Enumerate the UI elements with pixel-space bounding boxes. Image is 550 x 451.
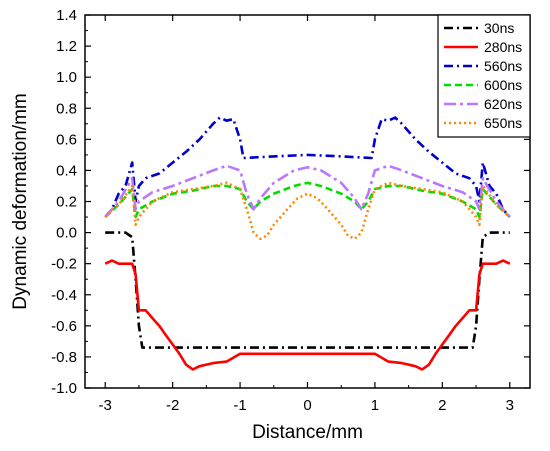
series-layer [104, 116, 511, 371]
x-tick-label: 0 [303, 397, 311, 414]
x-tick-label: -3 [99, 397, 112, 414]
y-axis-title: Dynamic deformation/mm [10, 93, 31, 309]
legend-label: 560ns [484, 58, 522, 74]
y-tick-label: -0.4 [51, 287, 77, 304]
series-line-280ns [104, 259, 511, 371]
x-axis-title: Distance/mm [252, 422, 363, 443]
y-tick-label: 0.0 [56, 225, 77, 242]
y-tick-label: 0.8 [56, 100, 77, 117]
y-tick-label: 1.0 [56, 69, 77, 86]
y-tick-label: -1.0 [51, 380, 77, 397]
y-tick-label: 1.2 [56, 38, 77, 55]
legend-label: 30ns [484, 20, 514, 36]
legend: 30ns 280ns 560ns 600ns 620ns 650ns [437, 14, 531, 138]
legend-label: 620ns [484, 96, 522, 112]
x-tick-label: -2 [166, 397, 179, 414]
legend-label: 650ns [484, 115, 522, 131]
y-tick-label: -0.8 [51, 349, 77, 366]
y-tick-label: -0.2 [51, 256, 77, 273]
series-line-560ns [104, 116, 511, 218]
legend-label: 600ns [484, 77, 522, 93]
series-line-650ns [104, 181, 511, 241]
x-tick-label: 1 [371, 397, 379, 414]
y-tick-label: -0.6 [51, 318, 77, 335]
x-tick-label: 2 [438, 397, 446, 414]
series-line-30ns [105, 231, 510, 349]
series-line-620ns [104, 164, 511, 218]
legend-label: 280ns [484, 39, 522, 55]
y-tick-label: 0.2 [56, 194, 77, 211]
y-tick-label: 0.6 [56, 131, 77, 148]
x-tick-label: 3 [506, 397, 514, 414]
series-line-600ns [104, 181, 511, 219]
y-tick-label: 0.4 [56, 162, 77, 179]
y-tick-label: 1.4 [56, 7, 77, 24]
legend-box [437, 14, 531, 138]
x-tick-label: -1 [233, 397, 246, 414]
